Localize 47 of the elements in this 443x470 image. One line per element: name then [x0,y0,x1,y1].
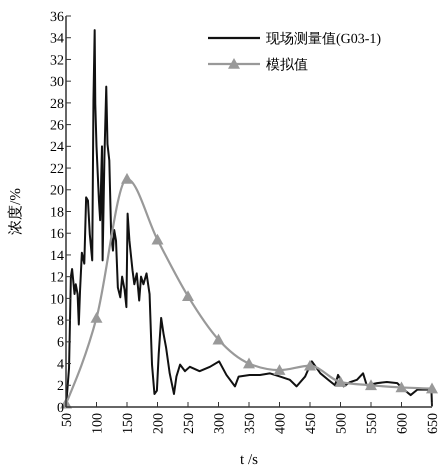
legend-label: 现场测量值(G03-1) [266,30,382,47]
y-tick-label: 8 [57,314,64,330]
x-tick-label: 550 [364,413,380,434]
x-tick-label: 400 [273,413,288,434]
y-axis-title: 浓度/% [7,188,24,235]
y-tick-label: 34 [50,32,64,47]
y-tick-label: 36 [50,10,64,25]
y-tick-label: 12 [50,270,64,286]
x-tick-label: 350 [242,413,258,434]
x-tick-label: 200 [151,413,166,434]
x-tick-label: 150 [120,413,136,434]
point [182,290,194,302]
x-tick-label: 500 [334,413,350,434]
y-tick-label: 16 [50,227,64,242]
x-tick-label: 100 [90,413,106,434]
x-tick-label: 50 [60,413,75,427]
x-tick-label: 650 [426,413,441,434]
point [304,360,316,371]
y-tick-label: 10 [50,292,64,308]
point [426,382,438,394]
y-tick-label: 4 [57,357,64,372]
point [90,312,102,323]
x-tick-label: 300 [212,413,228,434]
y-tick-label: 2 [57,379,64,394]
y-tick-label: 6 [57,336,64,351]
point [365,379,377,390]
point [243,358,255,368]
y-tick-label: 14 [50,248,64,264]
y-tick-label: 26 [50,118,64,134]
x-axis-title: t /s [240,452,258,468]
point [121,172,133,184]
x-tick-label: 450 [304,413,319,434]
y-tick-label: 28 [50,96,64,112]
point [274,364,286,375]
y-tick-label: 32 [50,53,64,68]
point [212,334,224,344]
legend-label: 模拟值 [266,56,308,73]
x-tick-label: 600 [395,413,410,434]
point [396,381,408,392]
y-tick-label: 30 [50,75,64,90]
y-tick-label: 18 [50,205,64,220]
point [334,376,346,387]
y-tick-label: 24 [50,140,64,156]
x-tick-label: 250 [182,413,197,434]
point [152,234,164,245]
y-tick-label: 20 [50,184,64,199]
y-tick-label: 22 [50,162,64,177]
